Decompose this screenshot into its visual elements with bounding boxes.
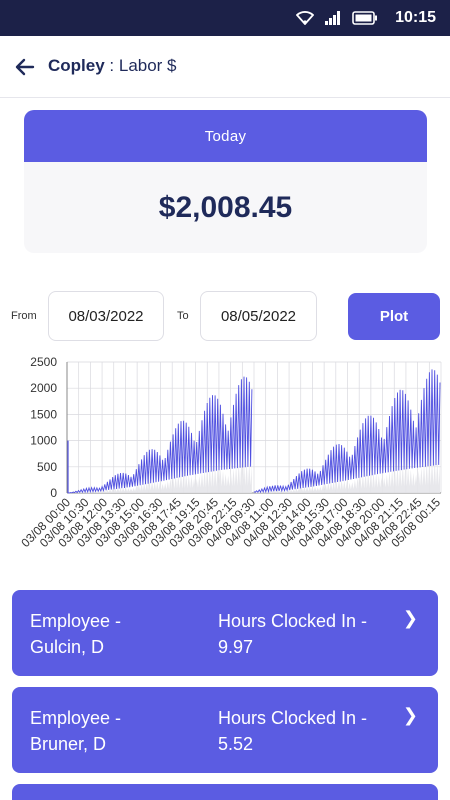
today-amount: $2,008.45 [158, 190, 293, 224]
status-icons [296, 11, 378, 25]
signal-icon [324, 11, 342, 25]
to-date-field[interactable]: 08/05/2022 [200, 291, 317, 341]
today-label: Today [24, 110, 427, 162]
hours-block: Hours Clocked In - 5.52 [218, 705, 367, 757]
y-tick-label: 1500 [30, 407, 57, 421]
hours-label: Hours Clocked In - [218, 708, 368, 728]
title-separator: : [104, 56, 119, 75]
series-line [253, 369, 441, 494]
plot-button[interactable]: Plot [348, 293, 440, 340]
y-tick-label: 500 [37, 460, 57, 474]
hours-value: 9.97 [218, 637, 254, 657]
y-tick-label: 2000 [30, 381, 57, 395]
hours-value: 5.52 [218, 734, 254, 754]
employee-label: Employee - [30, 611, 122, 631]
employee-card-peek[interactable] [12, 784, 438, 800]
employee-card[interactable]: Employee - Gulcin, D Hours Clocked In - … [12, 590, 438, 676]
y-tick-label: 0 [50, 486, 57, 500]
back-arrow-icon[interactable] [14, 56, 40, 78]
app-header: Copley : Labor $ [0, 36, 450, 98]
employee-name-block: Employee - Gulcin, D [30, 608, 121, 660]
today-card: Today $2,008.45 [24, 110, 427, 253]
hours-label: Hours Clocked In - [218, 611, 368, 631]
hours-block: Hours Clocked In - 9.97 [218, 608, 367, 660]
y-tick-label: 2500 [30, 355, 57, 369]
wifi-icon [296, 11, 314, 25]
metric-name: Labor $ [118, 56, 177, 75]
employee-name-block: Employee - Bruner, D [30, 705, 121, 757]
chevron-right-icon: ❯ [402, 608, 418, 628]
employee-name: Gulcin, D [30, 637, 105, 657]
series-line [67, 376, 253, 494]
from-label: From [11, 310, 37, 322]
employee-label: Employee - [30, 708, 122, 728]
from-date-field[interactable]: 08/03/2022 [48, 291, 164, 341]
to-label: To [177, 310, 189, 322]
page-title: Copley : Labor $ [48, 56, 177, 76]
battery-icon [352, 11, 378, 25]
site-name: Copley [48, 56, 105, 75]
employee-name: Bruner, D [30, 734, 107, 754]
employee-card[interactable]: Employee - Bruner, D Hours Clocked In - … [12, 687, 438, 773]
status-bar: 10:15 [0, 0, 450, 36]
series-area [253, 458, 440, 493]
y-tick-label: 1000 [30, 434, 57, 448]
series-area [68, 460, 252, 493]
status-time: 10:15 [395, 9, 436, 26]
chevron-right-icon: ❯ [402, 705, 418, 725]
